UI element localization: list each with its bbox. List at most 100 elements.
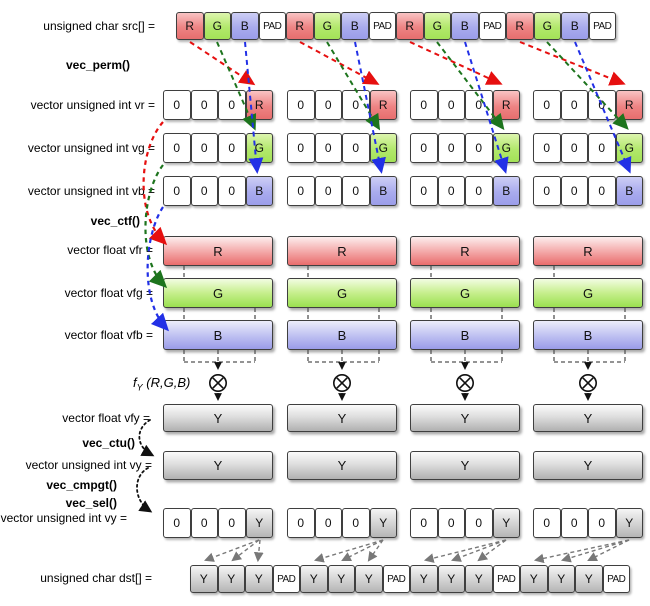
vb-group: 0 0 0 B	[163, 176, 273, 206]
vy-sel-group: 0 0 0 Y	[533, 508, 643, 538]
vg-cell: 0	[218, 133, 246, 163]
vfb-bar: B	[533, 320, 643, 350]
vfb-bar: B	[410, 320, 520, 350]
vr-cell: R	[615, 90, 643, 120]
vy-sel-cell: 0	[560, 508, 588, 538]
vr-cell: 0	[314, 90, 342, 120]
dst-row: Y Y Y PAD Y Y Y PAD Y Y Y PAD Y Y Y PAD	[190, 565, 630, 593]
vy-sel-cell: Y	[492, 508, 520, 538]
vy-sel-cell: 0	[465, 508, 493, 538]
vy-bar: Y	[287, 451, 397, 480]
src-cell: B	[341, 12, 369, 40]
vec-ctf-label: vec_ctf()	[90, 214, 140, 228]
vfy-label: vector float vfy =	[62, 411, 150, 425]
vr-cell: 0	[287, 90, 315, 120]
src-cell: R	[286, 12, 314, 40]
vg-cell: G	[615, 133, 643, 163]
vy-sel-cell: 0	[437, 508, 465, 538]
src-cell: PAD	[368, 12, 396, 40]
vr-cell: R	[245, 90, 273, 120]
dst-cell: PAD	[382, 565, 410, 593]
dst-cell: PAD	[492, 565, 520, 593]
vr-cell: 0	[190, 90, 218, 120]
vfy-bar: Y	[163, 404, 273, 432]
vb-cell: 0	[342, 176, 370, 206]
dst-cell: Y	[355, 565, 383, 593]
vfg-bar: G	[163, 278, 273, 308]
vg-cell: 0	[287, 133, 315, 163]
vec-perm-label: vec_perm()	[65, 58, 130, 72]
dst-cell: Y	[465, 565, 493, 593]
dst-cell: Y	[190, 565, 218, 593]
vb-cell: B	[245, 176, 273, 206]
vy-sel-group: 0 0 0 Y	[163, 508, 273, 538]
vg-cell: G	[245, 133, 273, 163]
dst-cell: Y	[437, 565, 465, 593]
vy-sel-cell: 0	[410, 508, 438, 538]
vy-sel-cell: 0	[287, 508, 315, 538]
src-cell: PAD	[588, 12, 616, 40]
dst-cell: Y	[245, 565, 273, 593]
vb-group: 0 0 0 B	[410, 176, 520, 206]
vr-group: 0 0 0 R	[410, 90, 520, 120]
src-cell: B	[451, 12, 479, 40]
vg-cell: 0	[533, 133, 561, 163]
vfr-bar: R	[410, 236, 520, 266]
vr-cell: R	[369, 90, 397, 120]
vy-label: vector unsigned int vy =	[25, 458, 152, 472]
vb-label: vector unsigned int vb =	[27, 184, 155, 198]
src-row: R G B PAD R G B PAD R G B PAD R G B PAD	[176, 12, 616, 40]
pack-fan-arrows	[204, 539, 630, 564]
vfy-bar: Y	[533, 404, 643, 432]
vy-sel-cell: 0	[163, 508, 191, 538]
vg-group: 0 0 0 G	[163, 133, 273, 163]
vy-bar: Y	[163, 451, 273, 480]
vy-sel-cell: 0	[588, 508, 616, 538]
vr-cell: 0	[533, 90, 561, 120]
vr-cell: 0	[218, 90, 246, 120]
vy-sel-cell: Y	[369, 508, 397, 538]
vfb-bar: B	[163, 320, 273, 350]
src-label: unsigned char src[] =	[43, 19, 155, 33]
vy-sel-cell: 0	[342, 508, 370, 538]
src-cell: B	[231, 12, 259, 40]
vg-cell: G	[369, 133, 397, 163]
dst-cell: PAD	[602, 565, 630, 593]
vr-group: 0 0 0 R	[287, 90, 397, 120]
fy-sub: Y	[136, 382, 143, 393]
vr-label: vector unsigned int vr =	[30, 98, 155, 112]
dst-cell: Y	[575, 565, 603, 593]
vy-sel-cell: 0	[218, 508, 246, 538]
vy-sel-cell: 0	[533, 508, 561, 538]
vb-cell: 0	[218, 176, 246, 206]
vec-ctu-label: vec_ctu()	[82, 436, 135, 450]
multiply-icon	[208, 373, 228, 393]
dst-cell: Y	[547, 565, 575, 593]
vb-cell: 0	[314, 176, 342, 206]
vb-cell: 0	[588, 176, 616, 206]
vg-cell: 0	[410, 133, 438, 163]
vg-cell: 0	[560, 133, 588, 163]
vg-cell: 0	[163, 133, 191, 163]
vfg-label: vector float vfg =	[64, 286, 153, 300]
multiply-icon	[455, 373, 475, 393]
src-cell: G	[423, 12, 451, 40]
src-cell: B	[561, 12, 589, 40]
vfy-bar: Y	[410, 404, 520, 432]
vr-cell: 0	[560, 90, 588, 120]
vg-group: 0 0 0 G	[287, 133, 397, 163]
dst-cell: Y	[327, 565, 355, 593]
vb-cell: 0	[533, 176, 561, 206]
dst-cell: Y	[300, 565, 328, 593]
vy-sel-group: 0 0 0 Y	[287, 508, 397, 538]
vg-cell: G	[492, 133, 520, 163]
vr-cell: 0	[437, 90, 465, 120]
vb-cell: B	[615, 176, 643, 206]
vr-cell: R	[492, 90, 520, 120]
vy-sel-cell: Y	[615, 508, 643, 538]
vfy-bar: Y	[287, 404, 397, 432]
vb-cell: 0	[560, 176, 588, 206]
vfb-bar: B	[287, 320, 397, 350]
dst-label: unsigned char dst[] =	[40, 571, 152, 585]
